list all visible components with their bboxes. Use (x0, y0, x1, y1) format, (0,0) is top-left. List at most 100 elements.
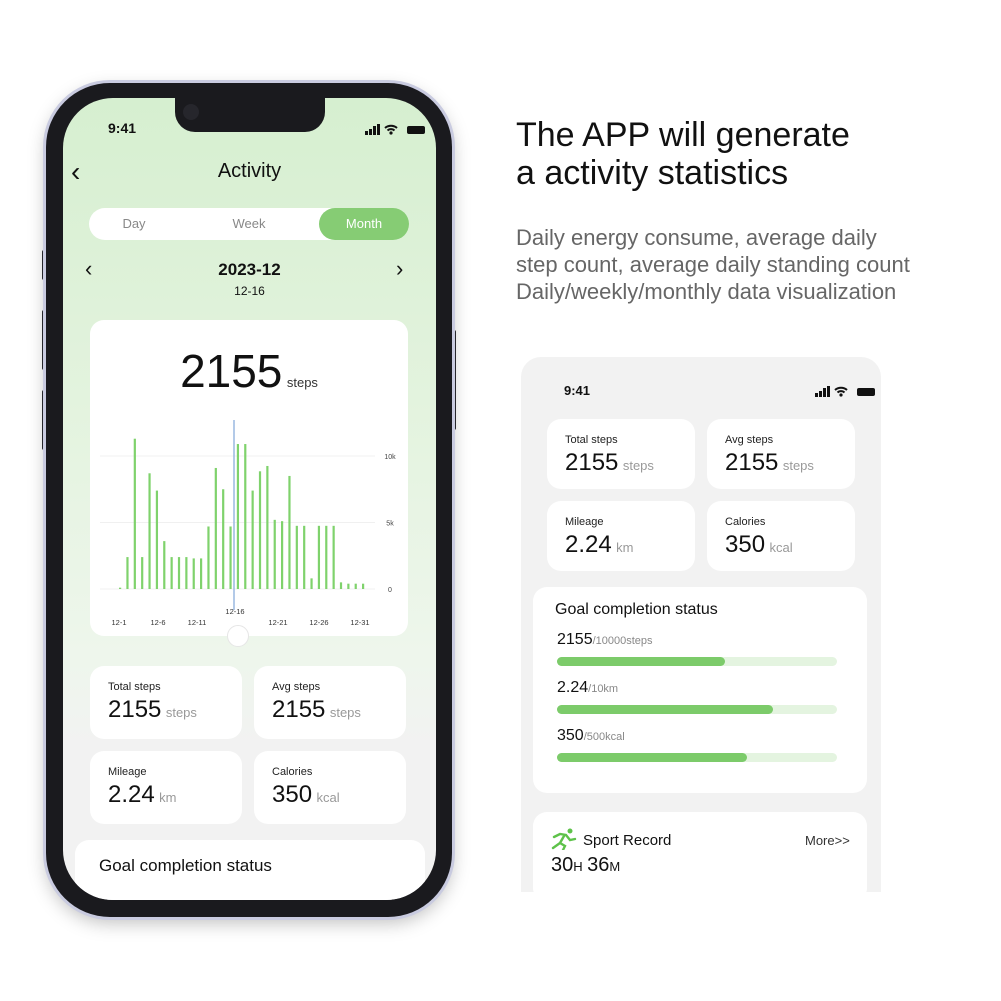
prev-period-button[interactable]: ‹ (85, 256, 93, 281)
description: Daily energy consume, average daily step… (516, 225, 910, 304)
x-tick-label: 12-16 (225, 607, 244, 616)
stat-label: Calories (725, 516, 766, 528)
stat-card: Avg steps 2155 steps (254, 666, 406, 739)
period-label: 2023-12 (218, 260, 281, 279)
status-icons (365, 122, 427, 141)
stat-value-group: 2.24 km (565, 531, 634, 559)
goal-label: 2155/10000steps (557, 631, 653, 648)
next-period-button[interactable]: › (396, 256, 404, 281)
stat-value-group: 350 kcal (272, 781, 340, 809)
bar[interactable] (222, 489, 225, 589)
summary-unit: steps (286, 375, 318, 390)
goal-title: Goal completion status (555, 601, 718, 618)
headline: The APP will generate a activity statist… (516, 116, 850, 192)
bar[interactable] (332, 525, 335, 589)
bar[interactable] (325, 525, 328, 589)
bar[interactable] (273, 519, 276, 589)
chevron-left-icon: ‹ (71, 156, 81, 187)
chart-card: 2155 steps 10k 5k 0 12-1 12-6 12-11 12-16 12-21… (90, 320, 408, 636)
stat-card: Avg steps 2155 steps (707, 419, 855, 489)
sport-duration: 30H 36M (551, 854, 621, 876)
bar[interactable] (347, 583, 350, 589)
stat-value: 2.24 (108, 781, 155, 808)
status-time: 9:41 (108, 120, 137, 136)
goal-progress-track (557, 705, 837, 714)
x-tick-label: 12-1 (111, 618, 126, 627)
selected-date: 12-16 (234, 284, 265, 298)
bar[interactable] (354, 583, 357, 589)
bar[interactable] (362, 583, 365, 589)
bar[interactable] (185, 557, 188, 589)
stat-card: Mileage 2.24 km (547, 501, 695, 571)
goal-progress-fill (557, 705, 773, 714)
back-button[interactable]: ‹ (71, 156, 80, 188)
bar[interactable] (148, 473, 151, 589)
tab-month[interactable]: Month (319, 208, 409, 240)
bar[interactable] (214, 467, 217, 589)
goal-label: 350/500kcal (557, 727, 625, 744)
goal-card: Goal completion status 2155/10000steps 2… (533, 587, 867, 793)
stat-value: 350 (272, 781, 313, 808)
bar[interactable] (207, 526, 210, 589)
page-title: Activity (217, 160, 282, 182)
stat-value: 2155 (725, 449, 779, 476)
tab-day[interactable]: Day (122, 216, 146, 231)
bar[interactable] (236, 444, 240, 589)
bar[interactable] (251, 490, 254, 589)
bar[interactable] (281, 521, 284, 589)
bar[interactable] (244, 444, 247, 589)
sport-record-title: Sport Record (583, 832, 672, 849)
tab-week[interactable]: Week (232, 216, 266, 231)
running-person-icon (551, 828, 577, 850)
stat-label: Mileage (565, 516, 604, 528)
stat-unit: km (616, 540, 634, 555)
bar[interactable] (141, 557, 144, 589)
stat-value-group: 2155 steps (725, 449, 814, 477)
more-link[interactable]: More>> (805, 833, 850, 848)
left-phone-screen: 9:41 ‹ Activity Day Week Month ‹ › 2023-… (63, 98, 436, 900)
stat-unit: steps (329, 705, 361, 720)
camera (183, 104, 199, 120)
stat-label: Calories (272, 766, 313, 778)
summary: 2155 steps (90, 344, 408, 398)
bar[interactable] (229, 526, 232, 589)
stat-value: 2155 (108, 696, 162, 723)
mute-switch (42, 250, 46, 280)
stat-value-group: 2155 steps (272, 696, 361, 724)
bar[interactable] (258, 471, 262, 589)
bar[interactable] (163, 541, 166, 589)
volume-up-button (42, 310, 46, 370)
bar[interactable] (192, 558, 195, 589)
bar[interactable] (317, 525, 321, 589)
bar[interactable] (295, 525, 298, 589)
bar[interactable] (170, 557, 173, 589)
stat-value-group: 2.24 km (108, 781, 177, 809)
bar[interactable] (288, 475, 291, 589)
bar[interactable] (200, 558, 203, 589)
goal-label: 2.24/10km (557, 679, 619, 696)
stat-value: 2155 (272, 696, 326, 723)
stat-card: Calories 350 kcal (707, 501, 855, 571)
bar[interactable] (266, 465, 269, 589)
chart-handle[interactable] (227, 625, 249, 647)
steps-bar-chart: 10k 5k 0 12-1 12-6 12-11 12-16 12-21 12-26 12-31 (100, 420, 396, 627)
bar[interactable] (177, 557, 181, 589)
bar[interactable] (310, 578, 313, 589)
bar[interactable] (119, 587, 122, 589)
bar[interactable] (303, 525, 306, 589)
bar[interactable] (133, 438, 136, 589)
stat-unit: steps (622, 458, 654, 473)
stat-value: 2.24 (565, 531, 612, 558)
signal-wifi-battery-icon (365, 124, 425, 135)
bar[interactable] (339, 582, 343, 589)
stat-value-group: 2155 steps (565, 449, 654, 477)
stat-unit: steps (782, 458, 814, 473)
stat-label: Total steps (108, 681, 161, 693)
stat-unit: kcal (316, 790, 340, 805)
bar[interactable] (126, 557, 129, 589)
x-tick-label: 12-21 (268, 618, 287, 627)
bar[interactable] (155, 490, 159, 589)
y-tick-label: 0 (388, 587, 392, 594)
goal-progress-track (557, 753, 837, 762)
sport-record-card[interactable]: Sport Record More>> 30H 36M (533, 812, 867, 902)
